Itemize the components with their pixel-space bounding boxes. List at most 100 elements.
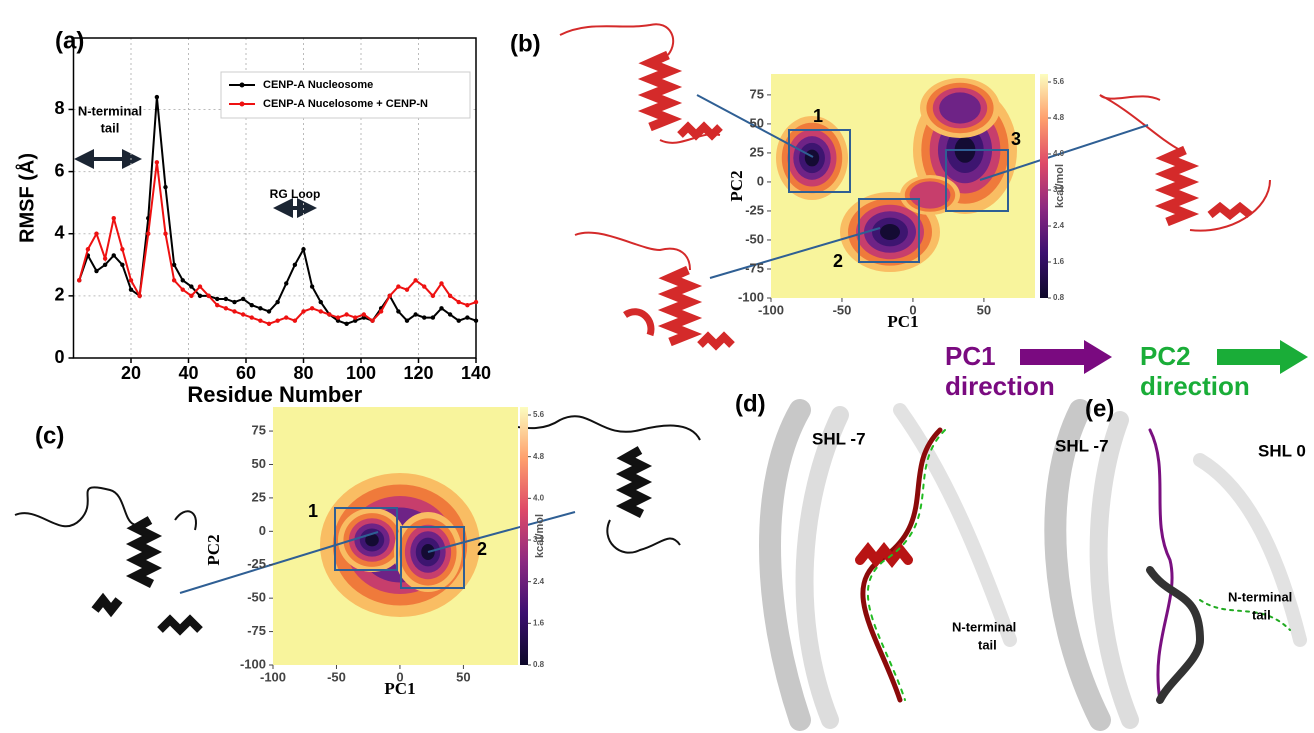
structure-label: SHL -7: [1055, 436, 1109, 455]
panel-label: (d): [735, 390, 766, 417]
legend-swatch: [239, 82, 245, 88]
structure-label: SHL 0: [1258, 441, 1306, 460]
colorbar-tick-label: 5.6: [533, 410, 545, 419]
x-tick-label: 60: [236, 363, 256, 383]
basin-box: [945, 149, 1009, 212]
data-point: [344, 312, 349, 317]
region-label: 3: [1011, 129, 1021, 149]
data-point: [249, 315, 254, 320]
data-point: [473, 299, 479, 305]
colorbar-tick-label: 1.6: [1053, 257, 1065, 266]
data-point: [465, 302, 470, 308]
data-point: [154, 160, 160, 165]
data-point: [128, 287, 134, 292]
data-point: [240, 296, 246, 302]
data-point: [258, 318, 263, 323]
y-tick-label: -100: [738, 289, 764, 304]
molecular-rendering: [759, 399, 1307, 731]
basin-box: [858, 198, 920, 263]
region-label: 1: [308, 501, 318, 521]
data-point: [318, 309, 323, 314]
x-tick-label: 0: [396, 669, 403, 684]
x-tick-label: 100: [346, 363, 376, 383]
structure-label: tail: [1252, 607, 1271, 622]
x-tick-label: -50: [833, 302, 852, 317]
y-tick-label: 25: [750, 144, 764, 159]
y-tick-label: 2: [54, 285, 64, 305]
basin-box: [334, 507, 398, 571]
y-tick-label: 50: [750, 115, 764, 130]
data-point: [301, 309, 306, 314]
data-point: [456, 299, 461, 305]
data-point: [223, 306, 229, 311]
panel-label: (b): [510, 30, 541, 57]
colorbar-tick-label: 4.0: [533, 493, 545, 502]
y-axis-label: PC2: [727, 170, 746, 201]
data-point: [344, 321, 349, 327]
structure-label: N-terminal: [1228, 589, 1292, 604]
panel-label: (e): [1085, 395, 1114, 422]
data-point: [249, 302, 254, 308]
x-tick-label: 140: [461, 363, 491, 383]
legend-box: [220, 71, 471, 119]
annotation: tail: [101, 120, 120, 135]
annotation: RG Loop: [270, 187, 321, 201]
data-point: [171, 262, 177, 267]
protein-structure: [559, 23, 1271, 351]
data-point: [206, 293, 211, 299]
data-point: [353, 315, 358, 320]
data-point: [94, 268, 99, 274]
y-tick-label: -100: [240, 656, 266, 671]
x-axis-label: PC1: [384, 679, 415, 698]
basin-box: [400, 526, 465, 589]
data-point: [215, 302, 220, 308]
colorbar-tick-label: 4.0: [1053, 149, 1065, 158]
connector: [179, 531, 379, 594]
data-point: [456, 318, 461, 323]
data-point: [77, 278, 82, 283]
data-point: [335, 318, 341, 323]
data-point: [111, 215, 116, 221]
data-point: [171, 278, 177, 283]
direction-label: PC1: [945, 341, 996, 371]
direction-arrow-shaft: [1020, 349, 1086, 365]
data-point: [128, 278, 134, 283]
colorbar-tick-label: 2.4: [533, 577, 545, 586]
data-point: [378, 309, 384, 314]
y-tick-label: 4: [54, 222, 64, 242]
data-point: [413, 312, 418, 317]
data-point: [189, 293, 194, 299]
x-axis-label: PC1: [887, 312, 918, 331]
data-point: [309, 284, 315, 289]
basin-box: [788, 129, 851, 193]
region-label: 1: [813, 106, 823, 126]
x-tick-label: 40: [178, 363, 198, 383]
connector: [709, 227, 881, 279]
data-point: [102, 262, 108, 267]
data-point: [137, 293, 142, 299]
data-point: [309, 306, 315, 311]
legend-swatch: [239, 101, 245, 107]
annotation: N-terminal: [78, 103, 142, 118]
connector: [979, 124, 1149, 181]
data-point: [154, 94, 160, 100]
data-point: [266, 309, 272, 314]
colorbar-tick-label: 3.2: [1053, 185, 1065, 194]
data-point: [189, 284, 194, 289]
data-point: [422, 284, 427, 289]
data-point: [180, 287, 185, 292]
energy-contour: [880, 224, 900, 240]
x-tick-label: -100: [758, 302, 784, 317]
y-tick-label: -75: [745, 260, 764, 275]
structure-label: SHL -7: [812, 429, 866, 448]
x-tick-label: 0: [909, 302, 916, 317]
data-point: [120, 262, 125, 267]
data-point: [197, 284, 203, 289]
legend-label: CENP-A Nucelosome + CENP-N: [263, 98, 428, 110]
structure-label: tail: [978, 637, 997, 652]
colorbar-tick-label: 4.8: [1053, 113, 1065, 122]
direction-label: PC2: [1140, 341, 1191, 371]
y-tick-label: -50: [745, 231, 764, 246]
data-point: [232, 299, 237, 305]
data-point: [396, 284, 401, 289]
